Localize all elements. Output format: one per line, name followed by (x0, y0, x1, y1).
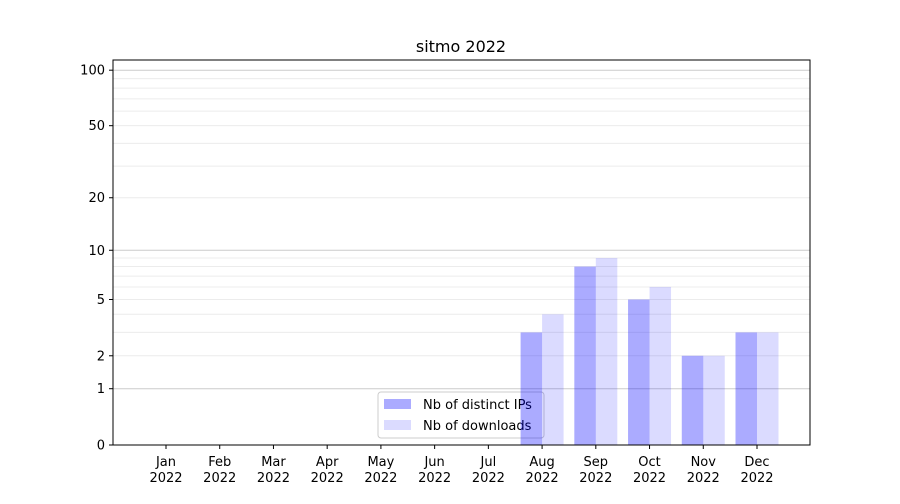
x-tick-label-year: 2022 (526, 471, 559, 486)
y-tick-label: 5 (97, 293, 105, 308)
y-tick-label: 100 (80, 64, 105, 79)
x-tick-label: Jan (155, 455, 176, 470)
bar-distinct-ips (628, 299, 650, 445)
bar-downloads (703, 355, 725, 445)
x-tick-label: Dec (744, 455, 769, 470)
legend-frame (377, 391, 545, 439)
y-tick-label: 0 (97, 439, 105, 454)
bar-distinct-ips (735, 332, 757, 445)
y-tick-label: 20 (88, 191, 105, 206)
x-tick-label-year: 2022 (740, 471, 773, 486)
x-tick-label-year: 2022 (364, 471, 397, 486)
grid (113, 69, 810, 390)
bar-downloads (595, 258, 618, 445)
x-tick-label: Apr (316, 455, 339, 470)
legend-swatch-downloads (384, 420, 411, 430)
axes: 0125102050100Jan2022Feb2022Mar2022Apr202… (80, 59, 811, 486)
x-tick-label: May (367, 455, 394, 470)
x-tick-label-year: 2022 (472, 471, 505, 486)
legend: Nb of distinct IPs Nb of downloads (377, 391, 545, 439)
plot-frame (112, 59, 811, 446)
bar-distinct-ips (681, 355, 704, 445)
bar-downloads (542, 314, 564, 445)
x-tick-label-year: 2022 (257, 471, 290, 486)
x-tick-label: Jun (423, 455, 444, 470)
bar-distinct-ips (520, 332, 543, 445)
x-tick-label: Jul (480, 455, 497, 470)
x-tick-label-year: 2022 (633, 471, 666, 486)
legend-label-downloads: Nb of downloads (423, 419, 532, 434)
x-tick-label-year: 2022 (579, 471, 612, 486)
chart-title: sitmo 2022 (416, 37, 506, 56)
bar-downloads (649, 286, 672, 445)
bars (520, 258, 779, 445)
y-tick-label: 1 (97, 382, 105, 397)
legend-swatch-ips (384, 399, 411, 409)
x-tick-label-year: 2022 (203, 471, 236, 486)
x-tick-label: Nov (691, 455, 717, 470)
bar-distinct-ips (574, 266, 596, 445)
y-tick-label: 10 (88, 244, 105, 259)
y-tick-label: 50 (88, 119, 105, 134)
x-tick-label-year: 2022 (687, 471, 720, 486)
x-tick-label: Mar (261, 455, 286, 470)
x-tick-label: Sep (584, 455, 609, 470)
x-tick-label: Feb (208, 455, 231, 470)
x-tick-label: Aug (529, 455, 554, 470)
y-tick-label: 2 (97, 349, 105, 364)
x-tick-label-year: 2022 (418, 471, 451, 486)
x-tick-label-year: 2022 (149, 471, 182, 486)
x-tick-label-year: 2022 (311, 471, 344, 486)
bar-downloads (757, 332, 779, 445)
legend-label-ips: Nb of distinct IPs (423, 398, 532, 413)
x-tick-label: Oct (638, 455, 660, 470)
